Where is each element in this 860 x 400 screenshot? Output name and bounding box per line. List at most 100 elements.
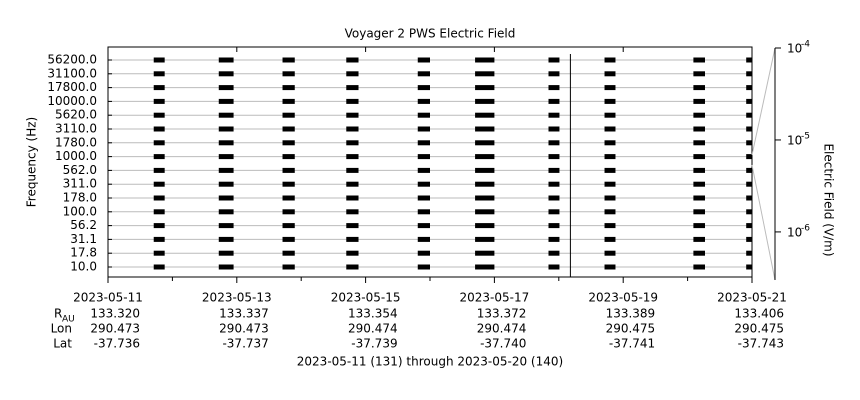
ephemeris-value: 290.473 [90,322,140,336]
data-segment [218,57,234,270]
x-tick-label: 2023-05-11 [73,291,143,305]
data-cell [282,195,295,201]
colorbar-tick-label: 10 [787,133,802,147]
y-tick-label: 178.0 [63,191,97,205]
data-cell [346,209,359,215]
data-cell [346,181,359,187]
data-cell [282,264,295,270]
data-cell [604,209,616,215]
data-cell [282,112,295,118]
data-cell [282,167,295,173]
y-tick-label: 10000.0 [47,94,97,108]
data-cell [153,98,165,104]
data-cell [218,98,234,104]
y-tick-label: 56.2 [70,218,97,232]
y-tick-label: 3110.0 [55,122,97,136]
y-axis-label: Frequency (Hz) [25,117,39,208]
data-segment [475,57,495,270]
data-cell [548,112,560,118]
data-cell [417,140,430,146]
ephemeris-value: 133.406 [734,307,784,321]
y-tick-label: 17800.0 [47,80,97,94]
data-cell [746,140,752,146]
footer: 2023-05-11 (131) through 2023-05-20 (140… [297,355,563,369]
chart-title: Voyager 2 PWS Electric Field [345,27,516,41]
data-cell [604,264,616,270]
ephemeris-value: 290.473 [219,322,269,336]
data-cell [475,71,495,77]
data-cell [604,57,616,63]
data-cell [282,209,295,215]
data-cell [346,98,359,104]
data-cell [417,85,430,91]
y-tick-label: 1000.0 [55,149,97,163]
data-cell [693,57,705,63]
data-cell [346,250,359,256]
data-cell [693,71,705,77]
data-cell [218,71,234,77]
colorbar-tick-label: 10 [787,42,802,56]
data-cell [346,154,359,160]
data-cell [282,236,295,242]
data-cell [417,98,430,104]
colorbar-tick-exponent: -6 [801,223,810,233]
ephemeris-value: -37.743 [738,337,784,351]
data-cell [346,71,359,77]
data-cell [153,57,165,63]
data-cell [153,236,165,242]
data-cell [346,126,359,132]
data-cell [218,250,234,256]
data-cell [282,98,295,104]
data-cell [153,250,165,256]
data-cell [218,126,234,132]
data-cell [153,264,165,270]
data-cell [417,223,430,229]
data-cell [746,223,752,229]
data-cell [282,154,295,160]
data-cell [746,154,752,160]
ephemeris-value: 290.475 [734,322,784,336]
y-tick-label: 56200.0 [47,53,97,67]
data-cell [153,209,165,215]
data-cell [218,209,234,215]
data-cell [475,236,495,242]
data-cell [693,140,705,146]
data-cell [548,57,560,63]
data-cell [475,223,495,229]
data-cell [693,112,705,118]
data-cell [417,236,430,242]
data-cell [604,112,616,118]
data-cell [746,57,752,63]
ephemeris-value: 133.337 [219,307,269,321]
data-cell [346,112,359,118]
ephemeris-value: -37.736 [94,337,140,351]
data-cell [282,250,295,256]
x-tick-label: 2023-05-13 [202,291,272,305]
y-tick-label: 311.0 [63,177,97,191]
data-cell [218,85,234,91]
data-cell [475,126,495,132]
data-cell [548,154,560,160]
data-cell [153,112,165,118]
data-segment [346,57,359,270]
y-tick-label: 562.0 [63,163,97,177]
y-tick-label: 10.0 [70,260,97,274]
data-cell [282,85,295,91]
x-tick-label: 2023-05-15 [331,291,401,305]
data-cell [475,57,495,63]
data-cell [746,85,752,91]
ephemeris-value: -37.737 [222,337,268,351]
data-cell [604,154,616,160]
data-cell [746,236,752,242]
ephemeris-value: 133.372 [477,307,527,321]
data-cell [548,181,560,187]
data-cell [417,195,430,201]
data-cell [346,223,359,229]
ephemeris-value: 133.389 [606,307,656,321]
data-cell [417,71,430,77]
data-cell [746,181,752,187]
data-cell [693,195,705,201]
ephemeris-value: 290.474 [348,322,398,336]
data-cell [153,167,165,173]
